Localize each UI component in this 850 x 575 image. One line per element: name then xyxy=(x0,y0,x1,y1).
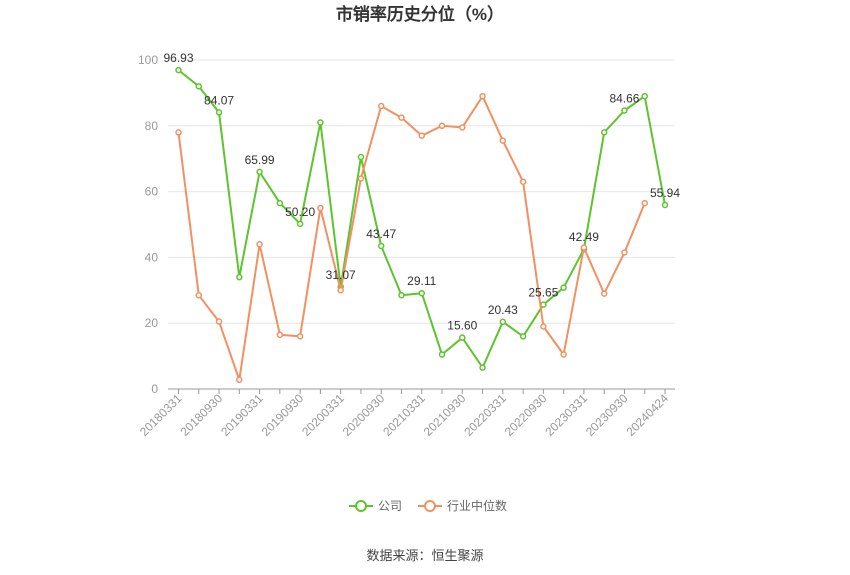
grid xyxy=(168,59,675,324)
data-label: 29.11 xyxy=(407,274,436,288)
data-point xyxy=(215,109,223,116)
data-point xyxy=(357,175,365,182)
x-tick-label: 20230331 xyxy=(542,391,590,439)
data-point xyxy=(236,376,243,384)
x-tick-label: 20180331 xyxy=(137,391,185,439)
y-axis: 0 20 40 60 80 100 xyxy=(138,53,158,396)
x-tick-label: 20220331 xyxy=(461,391,509,439)
legend-item-1[interactable]: 行业中位数 xyxy=(418,498,507,513)
data-point xyxy=(540,301,547,308)
y-tick-label: 40 xyxy=(145,250,159,264)
legend-marker xyxy=(355,500,367,512)
legend-item-0[interactable]: 公司 xyxy=(349,499,402,513)
data-label: 43.47 xyxy=(366,227,396,241)
legend-label: 公司 xyxy=(378,499,402,513)
data-point xyxy=(621,249,628,256)
data-point xyxy=(519,333,527,340)
data-point xyxy=(337,287,344,294)
x-axis: 2018033120180930201903312019093020200331… xyxy=(137,388,675,439)
data-point xyxy=(195,291,203,299)
series-line-1 xyxy=(177,95,646,381)
data-point xyxy=(600,129,608,136)
data-point xyxy=(276,199,284,207)
data-label: 84.66 xyxy=(609,91,639,105)
data-point xyxy=(519,178,527,185)
y-tick-label: 60 xyxy=(145,185,159,199)
data-point xyxy=(600,290,608,297)
x-tick-label: 20220930 xyxy=(502,391,550,439)
x-tick-label: 20210930 xyxy=(421,391,469,439)
legend-label: 行业中位数 xyxy=(447,498,507,513)
legend[interactable]: 公司 行业中位数 xyxy=(349,498,507,513)
data-label: 55.94 xyxy=(650,186,680,200)
data-point xyxy=(276,331,284,338)
x-tick-label: 20210331 xyxy=(380,391,428,439)
data-label: 65.99 xyxy=(245,153,275,167)
data-point xyxy=(418,132,425,139)
data-point xyxy=(540,323,547,330)
data-point xyxy=(398,291,405,299)
data-point xyxy=(641,199,648,207)
data-point xyxy=(418,289,425,297)
data-point xyxy=(357,153,365,161)
data-point xyxy=(175,129,182,136)
data-point xyxy=(621,107,628,114)
data-point xyxy=(317,204,324,212)
source-note: 数据来源：恒生聚源 xyxy=(366,548,483,563)
data-point xyxy=(661,201,669,209)
data-label: 96.93 xyxy=(163,51,193,65)
data-point xyxy=(580,244,588,251)
data-point xyxy=(499,318,507,326)
data-label: 25.65 xyxy=(528,286,558,300)
x-tick-label: 20190930 xyxy=(259,391,307,439)
x-tick-label: 20200331 xyxy=(299,391,347,439)
x-tick-label: 20240424 xyxy=(623,391,671,439)
y-tick-label: 80 xyxy=(145,119,159,133)
legend-marker xyxy=(424,500,436,512)
x-tick-label: 20230930 xyxy=(583,391,631,439)
chart-title: 市销率历史分位（%） xyxy=(336,4,504,24)
data-point xyxy=(377,242,385,250)
data-point xyxy=(377,102,385,110)
data-point xyxy=(438,122,446,130)
data-point xyxy=(459,334,466,341)
data-label: 84.07 xyxy=(204,93,234,107)
series-group xyxy=(175,66,669,384)
data-point xyxy=(215,318,223,325)
data-point xyxy=(560,284,567,291)
data-label: 50.20 xyxy=(285,205,315,219)
data-point xyxy=(195,83,203,90)
data-point xyxy=(398,114,405,121)
data-point xyxy=(296,333,304,340)
data-point xyxy=(479,92,486,100)
data-point xyxy=(236,273,243,281)
data-point xyxy=(317,119,324,126)
data-point xyxy=(256,168,263,176)
data-point xyxy=(296,220,304,228)
x-tick-label: 20200930 xyxy=(340,391,388,439)
data-point xyxy=(175,66,182,74)
data-point xyxy=(499,137,507,144)
data-label: 20.43 xyxy=(488,303,518,317)
data-label: 15.60 xyxy=(447,319,477,333)
y-tick-label: 100 xyxy=(138,53,158,67)
data-point xyxy=(479,364,486,371)
data-point xyxy=(459,124,466,131)
x-tick-label: 20190331 xyxy=(218,391,266,439)
data-labels: 96.93 84.07 65.99 50.20 31.07 43.47 29.11 15.60… xyxy=(163,51,680,333)
data-point xyxy=(641,92,648,100)
data-point xyxy=(256,240,263,248)
data-label: 42.49 xyxy=(569,230,599,244)
data-point xyxy=(438,351,446,358)
x-tick-label: 20180930 xyxy=(178,391,226,439)
data-label: 31.07 xyxy=(326,268,356,282)
y-tick-label: 0 xyxy=(151,382,158,396)
y-tick-label: 20 xyxy=(145,316,159,330)
data-point xyxy=(560,351,567,358)
